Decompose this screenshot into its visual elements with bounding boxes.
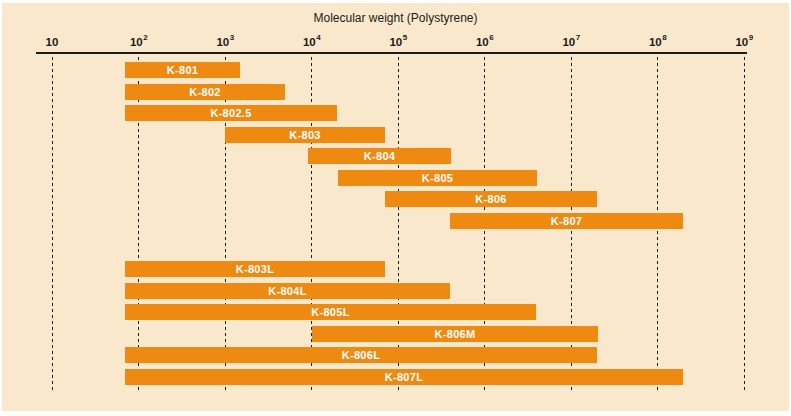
- bar-label: K-802: [189, 84, 220, 100]
- x-tick-label-10e5: 105: [389, 35, 406, 50]
- bar-k-802: K-802: [125, 84, 285, 100]
- bar-label: K-807: [551, 213, 582, 229]
- bar-k-802-5: K-802.5: [125, 105, 337, 121]
- bar-k-804: K-804: [308, 148, 451, 164]
- x-tick-label-10e9: 109: [735, 35, 752, 50]
- bar-k-803l: K-803L: [125, 261, 385, 277]
- x-tick-label-10e8: 108: [649, 35, 666, 50]
- gridline-10e1: [52, 57, 53, 390]
- x-tick-label-10e3: 103: [216, 35, 233, 50]
- bar-k-804l: K-804L: [125, 283, 450, 299]
- bar-label: K-803L: [236, 261, 274, 277]
- bar-k-805: K-805: [338, 170, 537, 186]
- x-axis-line: [36, 52, 747, 54]
- x-tick-label-10e6: 106: [476, 35, 493, 50]
- x-tick-label-10e4: 104: [303, 35, 320, 50]
- bar-k-807: K-807: [450, 213, 683, 229]
- bar-k-805l: K-805L: [125, 304, 536, 320]
- bar-label: K-801: [167, 62, 198, 78]
- bar-label: K-804: [364, 148, 395, 164]
- x-tick-label-10e1: 10: [46, 35, 59, 50]
- bar-label: K-806L: [342, 347, 380, 363]
- bar-k-806: K-806: [385, 191, 597, 207]
- bar-label: K-806M: [435, 326, 476, 342]
- bar-k-806l: K-806L: [125, 347, 597, 363]
- bar-k-807l: K-807L: [125, 369, 683, 385]
- gridline-10e9: [744, 57, 745, 390]
- bar-label: K-805: [422, 170, 453, 186]
- bar-label: K-802.5: [210, 105, 251, 121]
- x-tick-label-10e7: 107: [562, 35, 579, 50]
- bar-k-803: K-803: [225, 127, 385, 143]
- bar-label: K-804L: [268, 283, 306, 299]
- bar-k-806m: K-806M: [312, 326, 598, 342]
- chart-title: Molecular weight (Polystyrene): [0, 11, 791, 25]
- x-tick-label-10e2: 102: [130, 35, 147, 50]
- bar-label: K-805L: [311, 304, 349, 320]
- bar-label: K-803: [289, 127, 320, 143]
- bar-label: K-806: [475, 191, 506, 207]
- bar-k-801: K-801: [125, 62, 240, 78]
- bar-label: K-807L: [385, 369, 423, 385]
- molecular-weight-chart: Molecular weight (Polystyrene) 10 102 103 1…: [0, 0, 791, 416]
